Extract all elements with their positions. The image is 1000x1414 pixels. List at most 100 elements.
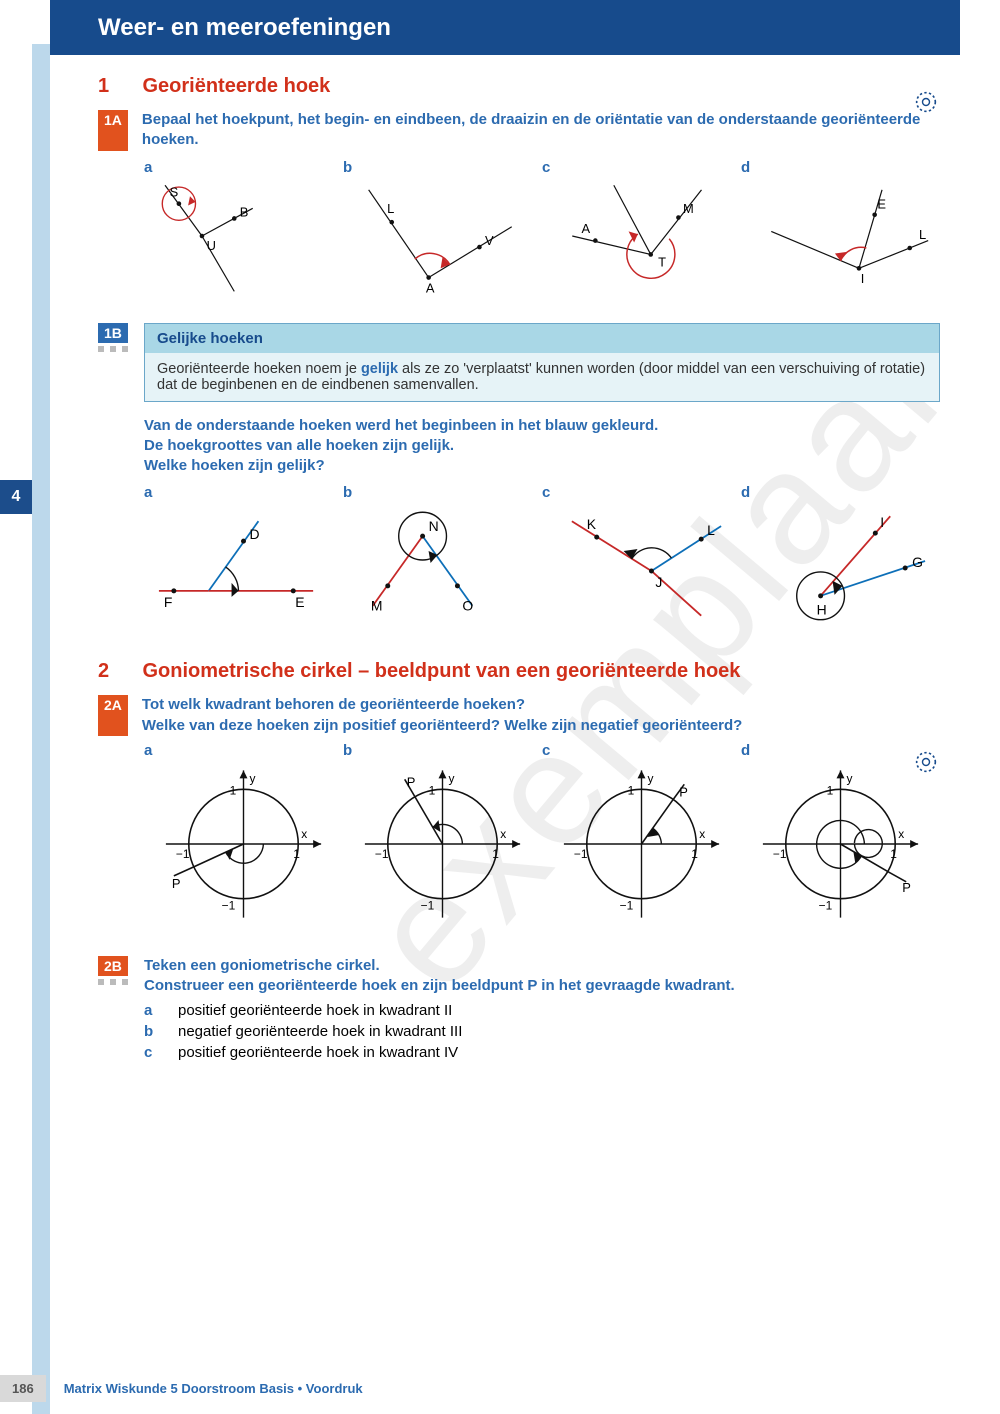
ex1A-figures-row: a S B U b: [144, 159, 940, 301]
svg-text:x: x: [500, 827, 506, 841]
svg-text:−1: −1: [176, 847, 190, 861]
svg-text:x: x: [301, 827, 307, 841]
svg-text:T: T: [658, 254, 666, 269]
svg-text:1: 1: [691, 847, 698, 861]
exercise-badge: 2B: [98, 956, 128, 976]
item-text: negatief georiënteerde hoek in kwadrant …: [178, 1023, 462, 1040]
svg-text:−1: −1: [620, 898, 634, 912]
svg-text:L: L: [707, 522, 715, 538]
exercise-2B: 2B Teken een goniometrische cirkel. Cons…: [98, 956, 940, 997]
ex2A-line2: Welke van deze hoeken zijn positief geor…: [142, 716, 940, 736]
figure-1B-d: I G H: [741, 501, 940, 621]
svg-text:U: U: [207, 237, 216, 252]
sublabel: d: [741, 742, 940, 759]
sublabel: b: [343, 484, 542, 501]
svg-text:V: V: [485, 233, 494, 248]
page-footer: 186 Matrix Wiskunde 5 Doorstroom Basis •…: [0, 1375, 363, 1402]
svg-text:H: H: [817, 602, 827, 618]
figure-1A-d: E L I: [741, 176, 940, 296]
svg-text:x: x: [699, 827, 705, 841]
margin-stripe: [32, 44, 50, 1414]
svg-text:K: K: [587, 516, 597, 532]
svg-text:−1: −1: [421, 898, 435, 912]
svg-text:1: 1: [429, 783, 436, 797]
section-1-heading: 1 Georiënteerde hoek: [98, 75, 940, 98]
svg-text:A: A: [426, 280, 435, 295]
sublabel: c: [542, 159, 741, 176]
sublabel: a: [144, 742, 343, 759]
exercise-badge: 1A: [98, 110, 128, 151]
svg-text:P: P: [407, 774, 416, 789]
section-2-heading: 2 Goniometrische cirkel – beeldpunt van …: [98, 660, 940, 683]
svg-text:I: I: [861, 271, 865, 286]
svg-text:y: y: [846, 771, 852, 785]
svg-text:P: P: [172, 876, 181, 891]
svg-text:B: B: [240, 204, 249, 219]
ex2B-item-b: b negatief georiënteerde hoek in kwadran…: [144, 1023, 940, 1040]
unit-circle-c: x y 1 −1 1 −1 P: [542, 759, 741, 929]
ex2B-line2: Construeer een georiënteerde hoek en zij…: [144, 976, 940, 996]
item-letter: b: [144, 1023, 164, 1040]
svg-text:L: L: [919, 226, 926, 241]
ex2B-item-a: a positief georiënteerde hoek in kwadran…: [144, 1002, 940, 1019]
svg-text:D: D: [249, 526, 259, 542]
unit-circle-b: x y 1 −1 1 −1 P: [343, 759, 542, 929]
ex2A-line1: Tot welk kwadrant behoren de georiënteer…: [142, 695, 940, 715]
exercise-1A: 1A Bepaal het hoekpunt, het begin- en ei…: [98, 110, 940, 151]
info-box-body: Georiënteerde hoeken noem je gelijk als …: [145, 353, 939, 401]
sublabel: a: [144, 484, 343, 501]
svg-text:y: y: [448, 771, 454, 785]
content-area: 1 Georiënteerde hoek 1A Bepaal het hoekp…: [98, 75, 940, 1354]
section-number: 2: [98, 660, 138, 683]
figure-1A-c: M A T: [542, 176, 741, 296]
sublabel: b: [343, 159, 542, 176]
chapter-tab: 4: [0, 480, 32, 514]
ex1B-para-2: De hoekgroottes van alle hoeken zijn gel…: [144, 436, 940, 456]
svg-text:−1: −1: [375, 847, 389, 861]
figure-1B-b: N M O: [343, 501, 542, 621]
difficulty-dots-icon: [98, 346, 144, 352]
footer-text: Matrix Wiskunde 5 Doorstroom Basis • Voo…: [64, 1381, 363, 1396]
page-header: Weer- en meeroefeningen: [50, 0, 960, 55]
info-box: Gelijke hoeken Georiënteerde hoeken noem…: [144, 323, 940, 402]
figure-1A-a: S B U: [144, 176, 343, 296]
ex1B-figures-row: a D F E b: [144, 484, 940, 626]
svg-text:G: G: [912, 554, 923, 570]
sublabel: c: [542, 484, 741, 501]
difficulty-dots-icon: [98, 979, 144, 985]
page-number: 186: [0, 1375, 46, 1402]
sublabel: c: [542, 742, 741, 759]
svg-text:1: 1: [890, 847, 897, 861]
svg-text:1: 1: [827, 783, 834, 797]
item-text: positief georiënteerde hoek in kwadrant …: [178, 1002, 452, 1019]
svg-text:F: F: [164, 594, 173, 610]
page-title: Weer- en meeroefeningen: [98, 14, 391, 41]
exercise-1B-header: 1B Gelijke hoeken Georiënteerde hoeken n…: [98, 323, 940, 402]
ex1B-para-3: Welke hoeken zijn gelijk?: [144, 456, 940, 476]
svg-text:−1: −1: [222, 898, 236, 912]
svg-text:P: P: [679, 784, 688, 799]
svg-text:S: S: [170, 184, 179, 199]
svg-text:1: 1: [230, 783, 237, 797]
svg-text:1: 1: [492, 847, 499, 861]
sublabel: a: [144, 159, 343, 176]
sublabel: d: [741, 159, 940, 176]
svg-text:N: N: [429, 518, 439, 534]
svg-text:I: I: [880, 514, 884, 530]
page: exemplaar 4 Weer- en meeroefeningen 1 Ge…: [0, 0, 1000, 1414]
svg-text:1: 1: [628, 783, 635, 797]
svg-text:−1: −1: [819, 898, 833, 912]
unit-circle-d: x y 1 −1 1 −1 P: [741, 759, 940, 929]
section-title: Goniometrische cirkel – beeldpunt van ee…: [142, 660, 740, 682]
svg-text:−1: −1: [574, 847, 588, 861]
figure-1B-c: K L J: [542, 501, 741, 621]
item-letter: a: [144, 1002, 164, 1019]
ex2A-figures-row: a x y 1 −1: [144, 742, 940, 934]
svg-text:M: M: [683, 200, 694, 215]
exercise-badge: 1B: [98, 323, 128, 343]
sublabel: b: [343, 742, 542, 759]
sublabel: d: [741, 484, 940, 501]
ex2B-line1: Teken een goniometrische cirkel.: [144, 956, 940, 976]
exercise-badge: 2A: [98, 695, 128, 736]
ex1B-para-1: Van de onderstaande hoeken werd het begi…: [144, 416, 940, 436]
